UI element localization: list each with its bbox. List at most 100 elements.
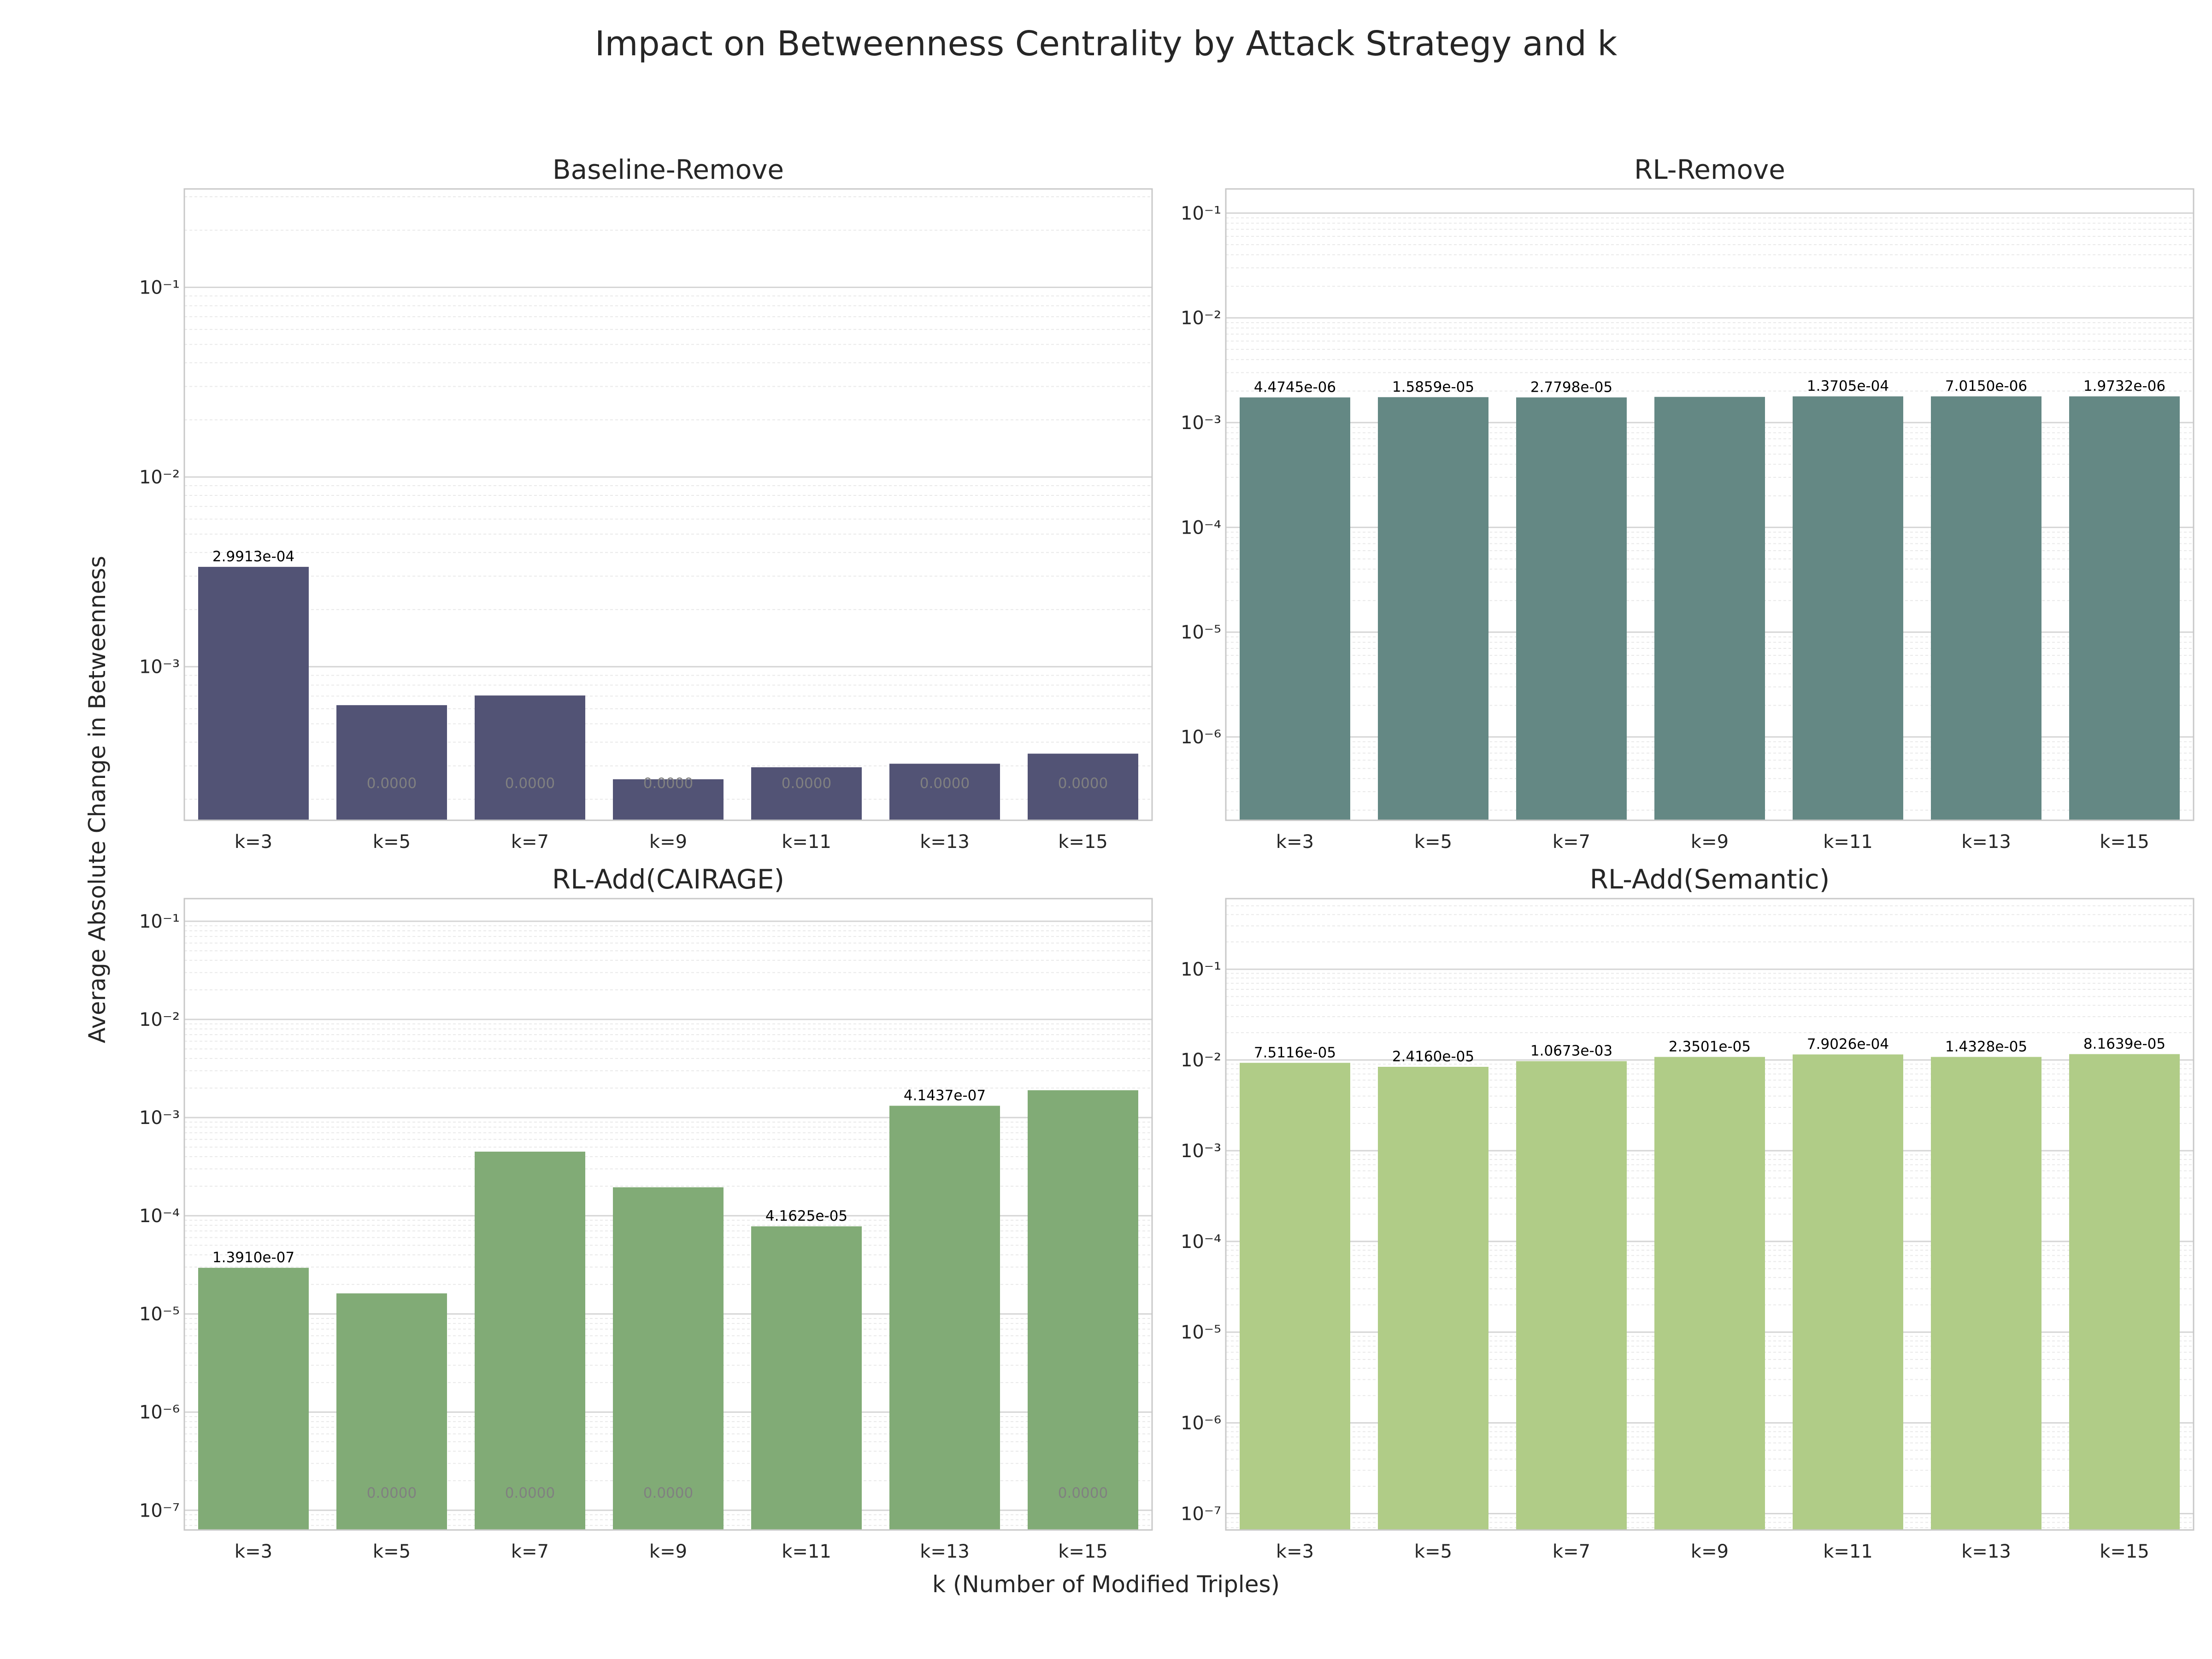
- axes-frame: [1225, 898, 2194, 1531]
- y-tick-label: 10⁻³: [1181, 1141, 1221, 1162]
- bar-value-label: 1.4328e-05: [1945, 1038, 2027, 1055]
- bar-value-label: 4.1437e-07: [904, 1087, 986, 1104]
- bar: [198, 567, 309, 820]
- x-tick-label: k=9: [1691, 831, 1729, 853]
- x-tick-label: k=7: [1553, 831, 1590, 853]
- x-tick-label: k=9: [1691, 1541, 1729, 1562]
- subplot-2: 4.4745e-06 1.5859e-05 2.7798e-05 1.3705e-04…: [1181, 154, 2194, 853]
- x-tick-label: k=5: [1414, 1541, 1452, 1562]
- bar: [1931, 396, 2041, 820]
- axes-frame: [183, 188, 1153, 821]
- axes-frame: [183, 898, 1153, 1531]
- x-tick-label: k=15: [1058, 831, 1108, 853]
- bar-value-label: 2.4160e-05: [1392, 1048, 1474, 1065]
- y-tick-label: 10⁻²: [139, 467, 180, 488]
- x-tick-label: k=7: [1553, 1541, 1590, 1562]
- bar: [1516, 1061, 1627, 1530]
- bar-value-label: 0.0000: [782, 775, 831, 792]
- y-tick-label: 10⁻³: [1181, 412, 1221, 434]
- x-tick-label: k=11: [1823, 831, 1873, 853]
- bar-value-label: 7.9026e-04: [1807, 1036, 1889, 1053]
- bar-value-label: 2.9913e-04: [212, 548, 294, 565]
- subplot-title: Baseline-Remove: [553, 154, 784, 185]
- bar-value-label: 7.5116e-05: [1254, 1044, 1336, 1061]
- x-tick-label: k=5: [1414, 831, 1452, 853]
- y-tick-label: 10⁻³: [139, 1107, 180, 1129]
- y-tick-label: 10⁻⁴: [1181, 1231, 1221, 1253]
- y-tick-label: 10⁻¹: [1181, 959, 1221, 980]
- y-tick-label: 10⁻⁴: [139, 1206, 180, 1227]
- subplot-1: 2.9913e-04 0.0000 0.0000 0.0000 0.0000 0.0000…: [139, 154, 1153, 853]
- y-tick-label: 10⁻¹: [139, 911, 180, 932]
- bar-value-label: 2.3501e-05: [1669, 1038, 1751, 1055]
- y-tick-label: 10⁻¹: [139, 277, 180, 298]
- bar: [336, 1293, 447, 1530]
- figure-title: Impact on Betweenness Centrality by Atta…: [595, 24, 1618, 64]
- x-tick-label: k=5: [373, 1541, 411, 1562]
- bar: [1793, 396, 1903, 820]
- bar: [1240, 397, 1350, 820]
- x-tick-label: k=15: [2100, 831, 2149, 853]
- y-axis-label: Average Absolute Change in Betweenness: [84, 556, 111, 1043]
- bar-value-label: 1.3910e-07: [212, 1249, 294, 1266]
- x-tick-label: k=15: [1058, 1541, 1108, 1562]
- bar: [1931, 1057, 2041, 1530]
- bar: [889, 764, 1000, 820]
- bar: [1654, 1057, 1765, 1530]
- bar: [336, 705, 447, 820]
- bar: [1028, 1090, 1138, 1530]
- y-tick-label: 10⁻⁷: [1181, 1503, 1221, 1524]
- y-tick-label: 10⁻⁶: [139, 1402, 180, 1423]
- bar: [751, 767, 862, 820]
- x-axis-label: k (Number of Modified Triples): [932, 1571, 1280, 1598]
- x-tick-label: k=11: [1823, 1541, 1873, 1562]
- bar-value-label: 0.0000: [643, 775, 693, 792]
- x-tick-label: k=11: [782, 1541, 831, 1562]
- bar: [751, 1226, 862, 1530]
- bar-value-label: 0.0000: [920, 775, 970, 792]
- bar: [1240, 1063, 1350, 1530]
- y-tick-label: 10⁻⁵: [1181, 1322, 1221, 1343]
- bar: [1028, 753, 1138, 820]
- subplot-title: RL-Add(CAIRAGE): [552, 864, 784, 895]
- x-tick-label: k=3: [1276, 831, 1314, 853]
- x-tick-label: k=13: [1961, 831, 2011, 853]
- bar: [889, 1106, 1000, 1530]
- bar: [198, 1268, 309, 1530]
- x-tick-label: k=3: [1276, 1541, 1314, 1562]
- bar: [1793, 1054, 1903, 1530]
- x-tick-label: k=11: [782, 831, 831, 853]
- y-tick-label: 10⁻¹: [1181, 203, 1221, 224]
- bar-value-label: 2.7798e-05: [1530, 379, 1612, 395]
- bar-value-label: 0.0000: [505, 775, 555, 792]
- bar-value-label: 4.1625e-05: [765, 1208, 847, 1224]
- x-tick-label: k=5: [373, 831, 411, 853]
- subplot-title: RL-Add(Semantic): [1590, 864, 1830, 895]
- x-tick-label: k=13: [920, 831, 970, 853]
- bar-value-label: 0.0000: [1058, 1485, 1108, 1501]
- y-tick-label: 10⁻⁴: [1181, 517, 1221, 538]
- bar: [2069, 1054, 2180, 1530]
- bar: [1516, 397, 1627, 820]
- bar-value-label: 8.1639e-05: [2083, 1035, 2165, 1052]
- bar: [475, 1152, 585, 1530]
- bar-value-label: 1.0673e-03: [1530, 1043, 1612, 1059]
- bar: [1378, 1066, 1488, 1530]
- bar-value-label: 0.0000: [643, 1485, 693, 1501]
- subplot-3: 1.3910e-07 0.0000 0.0000 0.0000 4.1625e-05 4.…: [139, 864, 1153, 1562]
- x-tick-label: k=7: [511, 1541, 549, 1562]
- y-tick-label: 10⁻²: [139, 1009, 180, 1030]
- subplot-4: 7.5116e-05 2.4160e-05 1.0673e-03 2.3501e-05…: [1181, 864, 2194, 1562]
- bar-value-label: 0.0000: [367, 775, 417, 792]
- y-tick-label: 10⁻²: [1181, 308, 1221, 329]
- subplot-title: RL-Remove: [1634, 154, 1785, 185]
- y-tick-label: 10⁻⁶: [1181, 727, 1221, 748]
- x-tick-label: k=3: [235, 1541, 272, 1562]
- bar-value-label: 1.3705e-04: [1807, 378, 1889, 394]
- bar-value-label: 0.0000: [367, 1485, 417, 1501]
- bar-value-label: 1.9732e-06: [2083, 378, 2165, 394]
- y-tick-label: 10⁻⁶: [1181, 1413, 1221, 1434]
- x-tick-label: k=15: [2100, 1541, 2149, 1562]
- bar-value-label: 0.0000: [1058, 775, 1108, 792]
